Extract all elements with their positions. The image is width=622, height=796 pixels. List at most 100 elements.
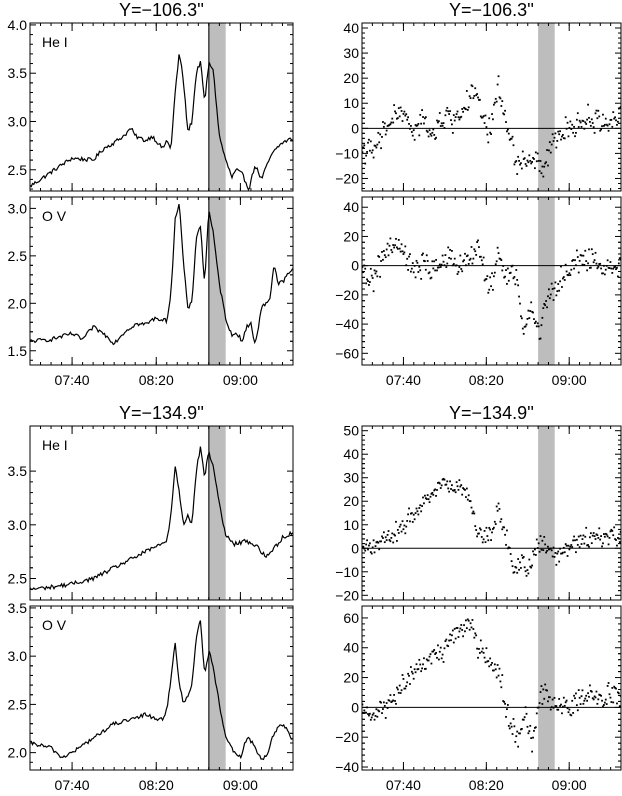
data-point bbox=[613, 685, 616, 688]
data-point bbox=[383, 541, 386, 544]
data-point bbox=[478, 98, 480, 101]
data-point bbox=[393, 104, 396, 107]
data-point bbox=[564, 263, 567, 266]
data-point bbox=[519, 732, 521, 735]
data-point bbox=[378, 548, 381, 551]
data-point bbox=[512, 277, 515, 280]
data-point bbox=[592, 532, 595, 534]
data-point bbox=[438, 112, 441, 114]
data-point bbox=[367, 141, 369, 144]
data-point bbox=[397, 238, 400, 241]
data-point bbox=[365, 543, 368, 546]
data-point bbox=[577, 126, 580, 128]
data-point bbox=[420, 670, 423, 673]
data-point bbox=[451, 629, 454, 632]
data-point bbox=[547, 164, 549, 167]
data-point bbox=[545, 161, 547, 164]
data-point bbox=[528, 317, 531, 319]
data-point bbox=[520, 728, 522, 731]
data-point bbox=[497, 674, 500, 677]
data-point bbox=[503, 526, 506, 529]
data-point bbox=[571, 546, 574, 548]
data-point bbox=[526, 725, 529, 728]
data-point bbox=[568, 272, 571, 275]
data-point bbox=[519, 302, 521, 305]
data-point bbox=[372, 539, 375, 542]
data-point bbox=[377, 255, 380, 257]
data-point bbox=[478, 255, 481, 258]
data-point bbox=[398, 525, 401, 528]
data-point bbox=[506, 267, 509, 270]
data-point bbox=[562, 137, 565, 140]
data-point bbox=[436, 489, 438, 491]
data-point bbox=[524, 163, 527, 165]
data-point bbox=[547, 545, 549, 548]
data-point bbox=[500, 259, 503, 262]
data-point bbox=[452, 114, 455, 116]
data-point bbox=[561, 286, 563, 288]
data-point bbox=[603, 535, 606, 538]
data-point bbox=[539, 337, 542, 340]
data-point bbox=[545, 300, 547, 302]
data-point bbox=[368, 712, 371, 715]
data-point bbox=[483, 122, 486, 124]
data-point bbox=[544, 162, 547, 165]
data-point bbox=[390, 249, 393, 251]
data-point bbox=[611, 530, 614, 532]
data-point bbox=[367, 548, 369, 551]
data-point bbox=[374, 715, 377, 717]
data-point bbox=[429, 653, 432, 656]
data-point bbox=[600, 694, 603, 697]
data-point bbox=[440, 484, 443, 487]
data-point bbox=[389, 123, 392, 126]
data-point bbox=[527, 161, 530, 164]
data-point bbox=[381, 135, 383, 138]
data-point bbox=[524, 325, 527, 328]
data-point bbox=[485, 278, 488, 280]
data-point bbox=[377, 541, 380, 544]
data-point bbox=[576, 256, 579, 258]
data-point bbox=[476, 241, 478, 243]
data-point bbox=[553, 287, 556, 290]
x-tick-label: 08:20 bbox=[139, 777, 174, 793]
data-point bbox=[607, 129, 610, 132]
data-point bbox=[433, 649, 436, 651]
shaded-interval bbox=[538, 23, 555, 191]
data-point bbox=[405, 685, 408, 688]
data-point bbox=[451, 484, 453, 487]
data-point bbox=[365, 282, 368, 285]
data-point bbox=[512, 718, 515, 720]
data-point bbox=[422, 252, 424, 255]
data-point bbox=[530, 566, 533, 569]
data-point bbox=[485, 526, 488, 529]
data-point bbox=[615, 687, 617, 690]
data-point bbox=[477, 532, 479, 535]
data-point bbox=[401, 520, 404, 523]
data-point bbox=[596, 534, 599, 537]
data-point bbox=[400, 110, 403, 112]
data-point bbox=[462, 487, 465, 489]
data-point bbox=[597, 537, 600, 539]
data-point bbox=[534, 167, 536, 170]
data-point bbox=[384, 536, 387, 539]
data-point bbox=[487, 539, 490, 542]
data-point bbox=[396, 688, 399, 691]
data-point bbox=[460, 484, 463, 486]
data-point bbox=[524, 570, 527, 573]
data-point bbox=[536, 152, 539, 155]
shaded-interval bbox=[538, 426, 555, 600]
data-point bbox=[522, 718, 525, 721]
data-point bbox=[581, 689, 584, 692]
y-tick-label: 0 bbox=[351, 258, 359, 274]
data-point bbox=[394, 110, 396, 113]
data-point bbox=[388, 244, 391, 247]
data-point bbox=[369, 140, 372, 143]
data-point bbox=[538, 702, 541, 704]
data-point bbox=[467, 106, 470, 109]
data-point bbox=[466, 108, 469, 111]
data-point bbox=[561, 705, 564, 708]
data-point bbox=[475, 254, 478, 256]
data-point bbox=[491, 661, 493, 664]
data-point bbox=[485, 126, 488, 128]
data-point bbox=[471, 512, 474, 515]
